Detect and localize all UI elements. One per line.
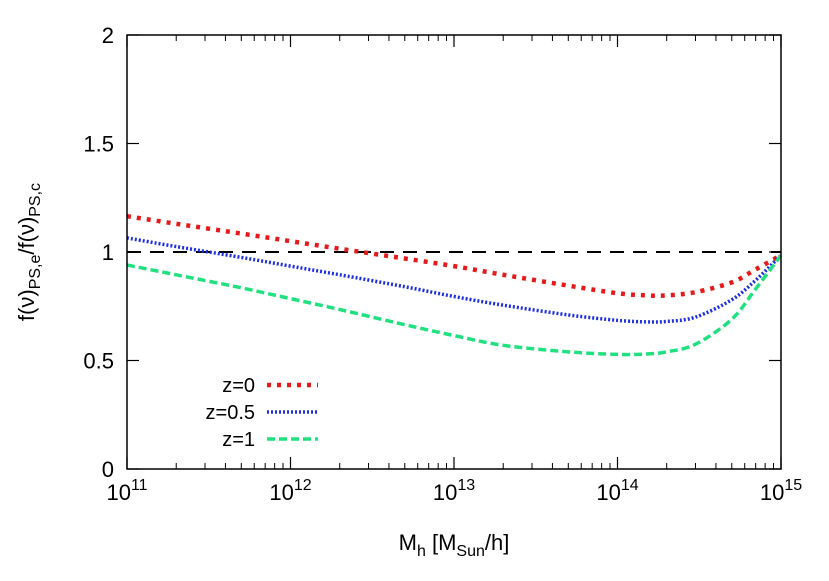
series-line-0 xyxy=(126,213,783,298)
x-tick-exponent: 11 xyxy=(131,477,148,494)
y-tick-label: 0.5 xyxy=(83,349,114,374)
x-tick-label: 1013 xyxy=(433,477,475,505)
legend-label-0: z=0 xyxy=(222,375,255,397)
x-axis-label: Mh [MSun/h] xyxy=(399,530,510,560)
x-tick-label: 1015 xyxy=(760,477,802,505)
legend-label-1: z=0.5 xyxy=(206,402,255,424)
x-tick-base: 10 xyxy=(106,480,130,505)
x-tick-base: 10 xyxy=(269,480,293,505)
x-tick-exponent: 14 xyxy=(621,477,639,494)
x-tick-exponent: 15 xyxy=(784,477,802,494)
x-axis-label-main: M xyxy=(399,530,417,555)
x-tick-base: 10 xyxy=(760,480,784,505)
series-line-2 xyxy=(126,254,783,357)
x-tick-label: 1012 xyxy=(269,477,311,505)
y-axis-label-p2: /f(ν) xyxy=(14,217,39,255)
y-tick-label: 0 xyxy=(102,457,114,482)
y-axis-label: f(ν)PS,e/f(ν)PS,c xyxy=(14,183,44,321)
y-axis-label-s2: PS,c xyxy=(27,183,44,217)
x-tick-base: 10 xyxy=(433,480,457,505)
series-layer xyxy=(126,213,783,357)
x-tick-base: 10 xyxy=(596,480,620,505)
x-tick-exponent: 13 xyxy=(457,477,475,494)
y-tick-label: 1 xyxy=(102,240,114,265)
x-axis-label-mid: [M xyxy=(426,530,457,555)
series-line-1 xyxy=(126,236,783,324)
y-tick-label: 2 xyxy=(102,23,114,48)
y-axis-label-s1: PS,e xyxy=(27,255,44,290)
y-axis-label-p1: f(ν) xyxy=(14,289,39,321)
x-axis-label-sub: h xyxy=(417,543,426,560)
x-tick-label: 1011 xyxy=(106,477,147,505)
legend: z=0 z=0.5 z=1 xyxy=(206,375,318,451)
y-tick-label: 1.5 xyxy=(83,132,114,157)
x-axis-label-sub2: Sun xyxy=(456,543,484,560)
x-axis-label-tail: /h] xyxy=(485,530,509,555)
legend-label-2: z=1 xyxy=(222,429,255,451)
x-tick-label: 1014 xyxy=(596,477,638,505)
x-tick-exponent: 12 xyxy=(294,477,312,494)
